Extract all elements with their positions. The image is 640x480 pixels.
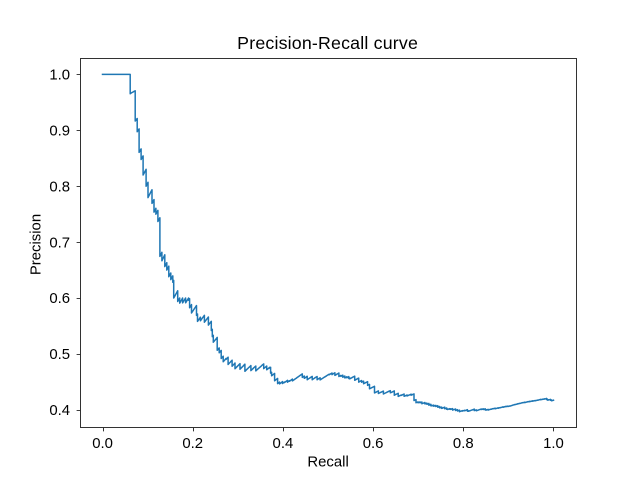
svg-text:1.0: 1.0 (543, 436, 564, 452)
svg-text:Precision: Precision (28, 214, 44, 275)
svg-text:0.2: 0.2 (182, 436, 203, 452)
svg-text:0.7: 0.7 (49, 235, 70, 251)
svg-text:0.6: 0.6 (363, 436, 384, 452)
svg-text:0.8: 0.8 (49, 179, 70, 195)
svg-text:0.9: 0.9 (49, 123, 70, 139)
svg-text:Recall: Recall (307, 455, 348, 471)
svg-text:0.4: 0.4 (273, 436, 294, 452)
svg-text:0.0: 0.0 (92, 436, 113, 452)
svg-text:0.6: 0.6 (49, 291, 70, 307)
svg-text:1.0: 1.0 (49, 68, 70, 84)
svg-text:Precision-Recall curve: Precision-Recall curve (237, 33, 418, 53)
svg-text:0.8: 0.8 (453, 436, 474, 452)
svg-text:0.5: 0.5 (49, 347, 70, 363)
svg-text:0.4: 0.4 (49, 403, 70, 419)
